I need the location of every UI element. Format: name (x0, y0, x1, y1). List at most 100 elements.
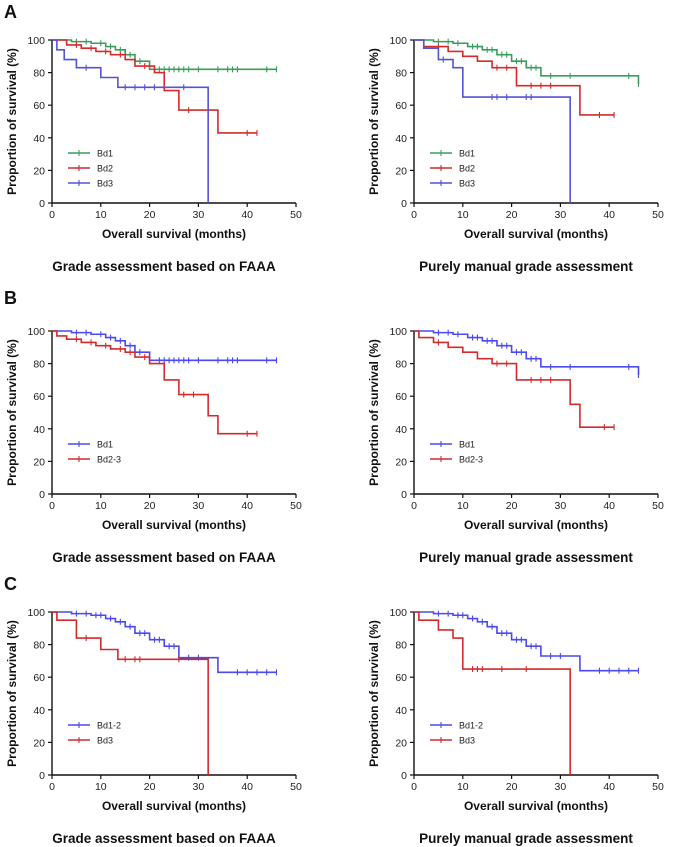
y-tick-label: 0 (39, 198, 45, 210)
x-tick-label: 50 (652, 209, 664, 221)
x-tick-label: 20 (506, 781, 518, 793)
legend-label: Bd2-3 (97, 455, 121, 465)
y-axis-label: Proportion of survival (%) (5, 620, 19, 767)
chart-caption: Purely manual grade assessment (419, 550, 633, 565)
y-axis-label: Proportion of survival (%) (367, 620, 381, 767)
y-tick-label: 60 (395, 391, 407, 403)
x-tick-label: 20 (144, 209, 156, 221)
legend-label: Bd1 (97, 149, 113, 159)
y-tick-label: 0 (401, 198, 407, 210)
x-tick-label: 50 (652, 500, 664, 512)
chart-caption: Purely manual grade assessment (419, 259, 633, 274)
x-tick-label: 0 (411, 500, 417, 512)
y-tick-label: 20 (395, 737, 407, 749)
x-tick-label: 50 (652, 781, 664, 793)
x-tick-label: 30 (193, 781, 205, 793)
panel-letter-c: C (4, 574, 17, 594)
series-line-bd3 (52, 611, 209, 775)
km-chart-a-faaa: 0 10 20 30 40 50 0 20 40 60 80 100 Overall survival … (5, 35, 302, 274)
x-axis-label: Overall survival (months) (102, 799, 246, 813)
series-line-bd1-2 (414, 611, 639, 672)
x-tick-label: 0 (411, 781, 417, 793)
y-tick-label: 40 (33, 133, 45, 145)
legend-label: Bd3 (97, 179, 113, 189)
y-tick-label: 40 (395, 133, 407, 145)
y-tick-label: 60 (395, 672, 407, 684)
x-tick-label: 50 (290, 500, 302, 512)
series-line-bd1 (52, 330, 277, 362)
x-tick-label: 30 (193, 209, 205, 221)
y-tick-label: 80 (33, 68, 45, 80)
x-tick-label: 10 (457, 781, 469, 793)
y-tick-label: 60 (33, 391, 45, 403)
y-tick-label: 40 (33, 424, 45, 436)
series-line-bd3 (414, 39, 571, 203)
series-line-bd2-3 (414, 330, 615, 428)
x-tick-label: 40 (241, 500, 253, 512)
y-tick-label: 80 (395, 359, 407, 371)
x-tick-label: 40 (603, 781, 615, 793)
series-line-bd3 (414, 611, 571, 775)
y-tick-label: 100 (27, 326, 45, 338)
legend-label: Bd2 (459, 164, 475, 174)
x-tick-label: 40 (603, 209, 615, 221)
y-tick-label: 60 (33, 100, 45, 112)
x-axis-label: Overall survival (months) (102, 518, 246, 532)
y-tick-label: 0 (401, 489, 407, 501)
x-tick-label: 40 (241, 781, 253, 793)
chart-caption: Grade assessment based on FAAA (52, 831, 276, 846)
y-tick-label: 0 (39, 489, 45, 501)
x-axis-label: Overall survival (months) (464, 799, 608, 813)
series-line-bd2 (414, 39, 615, 116)
x-tick-label: 40 (241, 209, 253, 221)
km-chart-c-faaa: 0 10 20 30 40 50 0 20 40 60 80 100 Overall survival … (5, 607, 302, 846)
y-tick-label: 80 (395, 68, 407, 80)
series-line-bd1 (414, 39, 640, 85)
y-axis-label: Proportion of survival (%) (5, 339, 19, 486)
legend-label: Bd1 (459, 440, 475, 450)
series-line-bd1 (52, 39, 277, 71)
legend-label: Bd1 (459, 149, 475, 159)
y-tick-label: 100 (389, 35, 407, 47)
y-tick-label: 0 (401, 770, 407, 782)
x-tick-label: 30 (555, 500, 567, 512)
x-axis-label: Overall survival (months) (464, 227, 608, 241)
legend-label: Bd1 (97, 440, 113, 450)
y-axis-label: Proportion of survival (%) (367, 339, 381, 486)
panel-letter-b: B (4, 288, 17, 308)
y-tick-label: 20 (33, 737, 45, 749)
series-line-bd1-2 (52, 611, 277, 674)
y-tick-label: 100 (27, 607, 45, 619)
legend-label: Bd2 (97, 164, 113, 174)
y-tick-label: 60 (33, 672, 45, 684)
y-axis-label: Proportion of survival (%) (5, 48, 19, 195)
legend-label: Bd1-2 (97, 721, 121, 731)
y-tick-label: 80 (395, 640, 407, 652)
y-tick-label: 0 (39, 770, 45, 782)
x-tick-label: 0 (49, 500, 55, 512)
x-tick-label: 30 (193, 500, 205, 512)
y-tick-label: 40 (395, 424, 407, 436)
x-tick-label: 0 (49, 781, 55, 793)
x-tick-label: 50 (290, 781, 302, 793)
y-tick-label: 20 (395, 456, 407, 468)
x-tick-label: 40 (603, 500, 615, 512)
x-tick-label: 10 (457, 209, 469, 221)
series-line-bd1 (414, 330, 640, 376)
x-tick-label: 20 (144, 500, 156, 512)
x-axis-label: Overall survival (months) (464, 518, 608, 532)
x-tick-label: 10 (457, 500, 469, 512)
km-chart-b-faaa: 0 10 20 30 40 50 0 20 40 60 80 100 Overall survival … (5, 326, 302, 565)
x-tick-label: 10 (95, 781, 107, 793)
x-axis-label: Overall survival (months) (102, 227, 246, 241)
legend-label: Bd3 (459, 179, 475, 189)
legend-label: Bd3 (97, 736, 113, 746)
x-tick-label: 20 (506, 209, 518, 221)
legend-label: Bd2-3 (459, 455, 483, 465)
y-tick-label: 80 (33, 359, 45, 371)
y-tick-label: 40 (33, 705, 45, 717)
x-tick-label: 20 (144, 781, 156, 793)
y-axis-label: Proportion of survival (%) (367, 48, 381, 195)
km-chart-a-manual: 0 10 20 30 40 50 0 20 40 60 80 100 Overall survival … (367, 35, 664, 274)
